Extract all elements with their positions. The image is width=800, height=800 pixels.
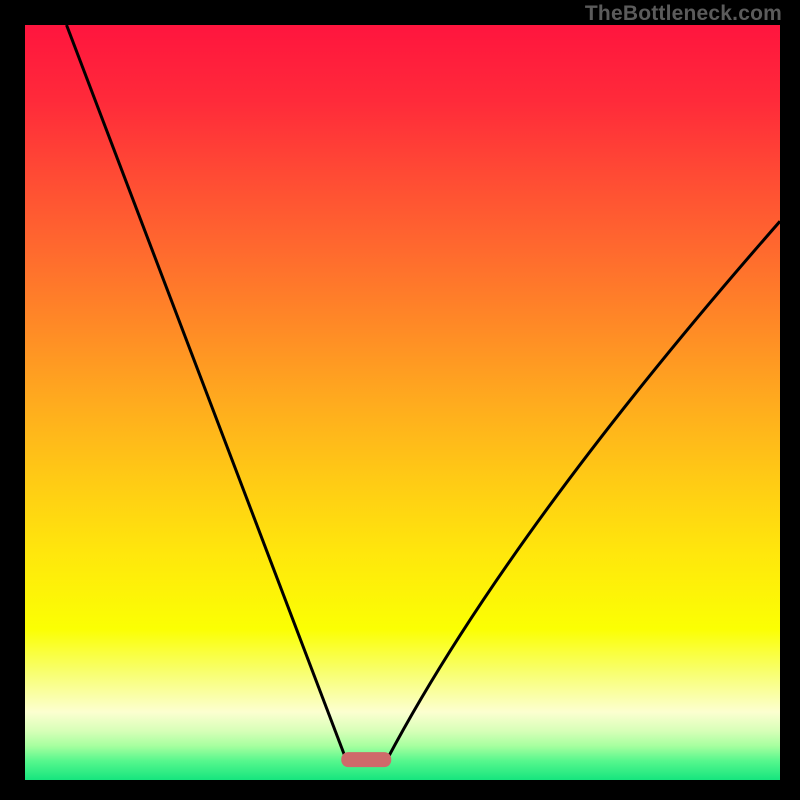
- watermark-text: TheBottleneck.com: [585, 2, 782, 26]
- plot-background: [25, 25, 780, 780]
- chart-frame: TheBottleneck.com: [0, 0, 800, 800]
- bottleneck-marker: [341, 752, 391, 767]
- chart-svg: [0, 0, 800, 800]
